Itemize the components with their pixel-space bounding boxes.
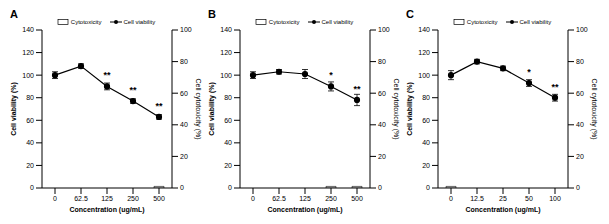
svg-text:125: 125 [299,195,311,202]
svg-text:40: 40 [224,139,232,146]
svg-text:40: 40 [378,121,386,128]
svg-text:Cell viability (%): Cell viability (%) [10,82,18,136]
svg-text:*: * [527,67,531,77]
svg-text:40: 40 [26,139,34,146]
svg-text:62.5: 62.5 [272,195,286,202]
svg-text:Concentration (ug/mL): Concentration (ug/mL) [69,206,144,214]
svg-text:250: 250 [127,195,139,202]
html-text:Cytotoxicity: Cytotoxicity [70,19,102,25]
svg-text:20: 20 [422,162,430,169]
html-text:Cell viability: Cell viability [321,19,354,25]
svg-text:120: 120 [418,49,430,56]
svg-text:**: ** [129,85,137,95]
svg-text:Cell viability (%): Cell viability (%) [208,82,216,136]
svg-text:**: ** [551,82,559,92]
svg-text:**: ** [103,70,111,80]
svg-text:0: 0 [378,184,382,191]
svg-text:80: 80 [422,94,430,101]
svg-text:60: 60 [378,90,386,97]
svg-text:0: 0 [251,195,255,202]
svg-text:100: 100 [220,72,232,79]
svg-text:12.5: 12.5 [470,195,484,202]
svg-text:Concentration (ug/mL): Concentration (ug/mL) [465,206,540,214]
svg-text:40: 40 [576,121,584,128]
svg-text:Cell cytotoxicity (%): Cell cytotoxicity (%) [392,78,400,139]
svg-text:120: 120 [22,49,34,56]
svg-text:100: 100 [378,26,390,33]
svg-text:20: 20 [180,153,188,160]
html-text:B: B [208,8,216,20]
svg-text:0: 0 [228,184,232,191]
svg-text:0: 0 [30,184,34,191]
svg-text:40: 40 [180,121,188,128]
html-text:C: C [406,8,414,20]
svg-text:50: 50 [525,195,533,202]
svg-text:60: 60 [224,117,232,124]
svg-text:0: 0 [449,195,453,202]
svg-text:100: 100 [180,26,192,33]
svg-text:80: 80 [180,58,188,65]
svg-text:**: ** [353,84,361,94]
svg-text:100: 100 [576,26,588,33]
svg-text:25: 25 [499,195,507,202]
svg-text:140: 140 [22,26,34,33]
svg-text:60: 60 [422,117,430,124]
svg-text:**: ** [155,101,163,111]
svg-text:100: 100 [549,195,561,202]
svg-text:20: 20 [26,162,34,169]
svg-text:*: * [329,70,333,80]
svg-text:Cell cytotoxicity (%): Cell cytotoxicity (%) [590,78,598,139]
svg-text:125: 125 [101,195,113,202]
svg-text:Cell viability (%): Cell viability (%) [406,82,414,136]
svg-text:140: 140 [418,26,430,33]
svg-text:80: 80 [378,58,386,65]
svg-text:80: 80 [224,94,232,101]
svg-text:0: 0 [180,184,184,191]
svg-text:60: 60 [180,90,188,97]
svg-text:20: 20 [576,153,584,160]
svg-text:500: 500 [351,195,363,202]
svg-text:100: 100 [418,72,430,79]
svg-text:100: 100 [22,72,34,79]
svg-text:0: 0 [53,195,57,202]
html-text:Cell viability: Cell viability [123,19,156,25]
svg-text:0: 0 [576,184,580,191]
html-text:A: A [10,8,18,20]
svg-text:60: 60 [576,90,584,97]
svg-text:250: 250 [325,195,337,202]
svg-text:140: 140 [220,26,232,33]
svg-text:20: 20 [378,153,386,160]
svg-text:80: 80 [26,94,34,101]
svg-text:62.5: 62.5 [74,195,88,202]
svg-text:Cell cytotoxicity (%): Cell cytotoxicity (%) [194,78,202,139]
svg-text:60: 60 [26,117,34,124]
svg-text:500: 500 [153,195,165,202]
svg-text:120: 120 [220,49,232,56]
html-text:Cytotoxicity: Cytotoxicity [466,19,498,25]
svg-text:20: 20 [224,162,232,169]
svg-text:40: 40 [422,139,430,146]
html-text:Cytotoxicity: Cytotoxicity [268,19,300,25]
svg-text:0: 0 [426,184,430,191]
svg-text:Concentration (ug/mL): Concentration (ug/mL) [267,206,342,214]
html-text:Cell viability: Cell viability [519,19,552,25]
svg-text:80: 80 [576,58,584,65]
